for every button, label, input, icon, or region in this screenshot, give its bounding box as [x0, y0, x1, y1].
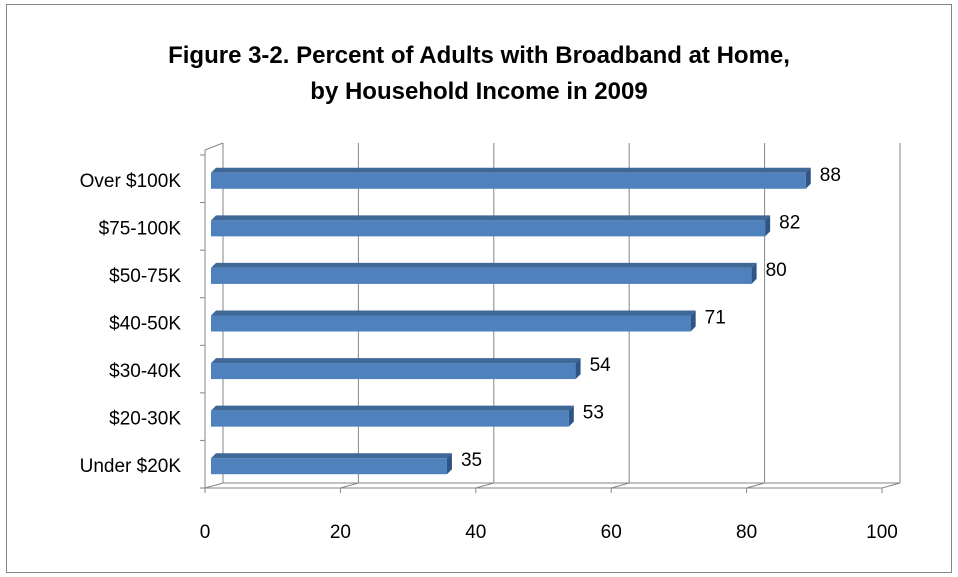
data-labels: 35 53 54 71 80 82 88: [461, 165, 841, 471]
axes: [200, 154, 883, 493]
category-label: $75-100K: [99, 218, 182, 239]
x-tick-label: 40: [465, 522, 486, 543]
chart-title: Figure 3-2. Percent of Adults with Broad…: [0, 38, 958, 110]
floor-gridline: [611, 482, 630, 489]
floor-gridline: [340, 482, 359, 489]
x-tick-label: 100: [866, 522, 898, 543]
x-tick-labels: 0 20 40 60 80 100: [200, 522, 898, 543]
bar-top-face: [211, 453, 452, 459]
category-label: Under $20K: [80, 456, 182, 477]
category-labels: Under $20K $20-30K $30-40K $40-50K $50-75K $7…: [80, 171, 182, 477]
category-label: Over $100K: [80, 171, 182, 192]
bar-top-face: [211, 358, 581, 364]
x-tick-label: 80: [736, 522, 757, 543]
bar-end-face: [690, 310, 696, 332]
chart-frame: [6, 4, 952, 573]
x-tick-label: 0: [200, 522, 211, 543]
bar-front-face: [211, 267, 752, 284]
floor-left-edge: [204, 482, 224, 489]
category-label: $30-40K: [109, 361, 181, 382]
bar-top-face: [211, 405, 574, 411]
data-label: 82: [779, 212, 800, 233]
bar-front-face: [211, 363, 576, 380]
category-label: $40-50K: [109, 314, 181, 335]
bar-end-face: [575, 358, 581, 380]
bar-top-face: [211, 262, 757, 268]
bar-front-face: [211, 220, 766, 237]
bar: [211, 405, 574, 427]
category-label: $50-75K: [109, 266, 181, 287]
x-tick-label: 20: [330, 522, 351, 543]
bar: [211, 262, 757, 284]
bar-end-face: [568, 405, 574, 427]
floor-gridline: [881, 482, 901, 489]
data-label: 35: [461, 450, 482, 471]
chart-title-line-1: Figure 3-2. Percent of Adults with Broad…: [168, 42, 790, 69]
bar-end-face: [446, 453, 452, 475]
side-wall-top-edge: [204, 142, 224, 151]
data-label: 80: [766, 260, 787, 281]
x-tick-label: 60: [601, 522, 622, 543]
bar: [211, 310, 696, 332]
bar-top-face: [211, 215, 771, 221]
data-label: 71: [705, 308, 726, 329]
bars: [211, 167, 811, 475]
bar: [211, 167, 811, 189]
category-label: $20-30K: [109, 409, 181, 430]
data-label: 88: [820, 165, 841, 186]
floor-gridline: [746, 482, 765, 489]
bar-top-face: [211, 310, 696, 316]
bar-top-face: [211, 167, 811, 173]
bar: [211, 453, 452, 475]
bar-front-face: [211, 458, 447, 475]
data-label: 53: [583, 403, 604, 424]
bar: [211, 358, 581, 380]
bar-front-face: [211, 172, 806, 189]
bar-front-face: [211, 410, 569, 427]
bar-end-face: [751, 262, 757, 284]
bar-end-face: [805, 167, 811, 189]
bar-end-face: [765, 215, 771, 237]
chart-title-line-2: by Household Income in 2009: [310, 78, 648, 105]
floor-gridline: [475, 482, 494, 489]
bar: [211, 215, 771, 237]
data-label: 54: [590, 355, 612, 376]
bar-front-face: [211, 315, 691, 332]
